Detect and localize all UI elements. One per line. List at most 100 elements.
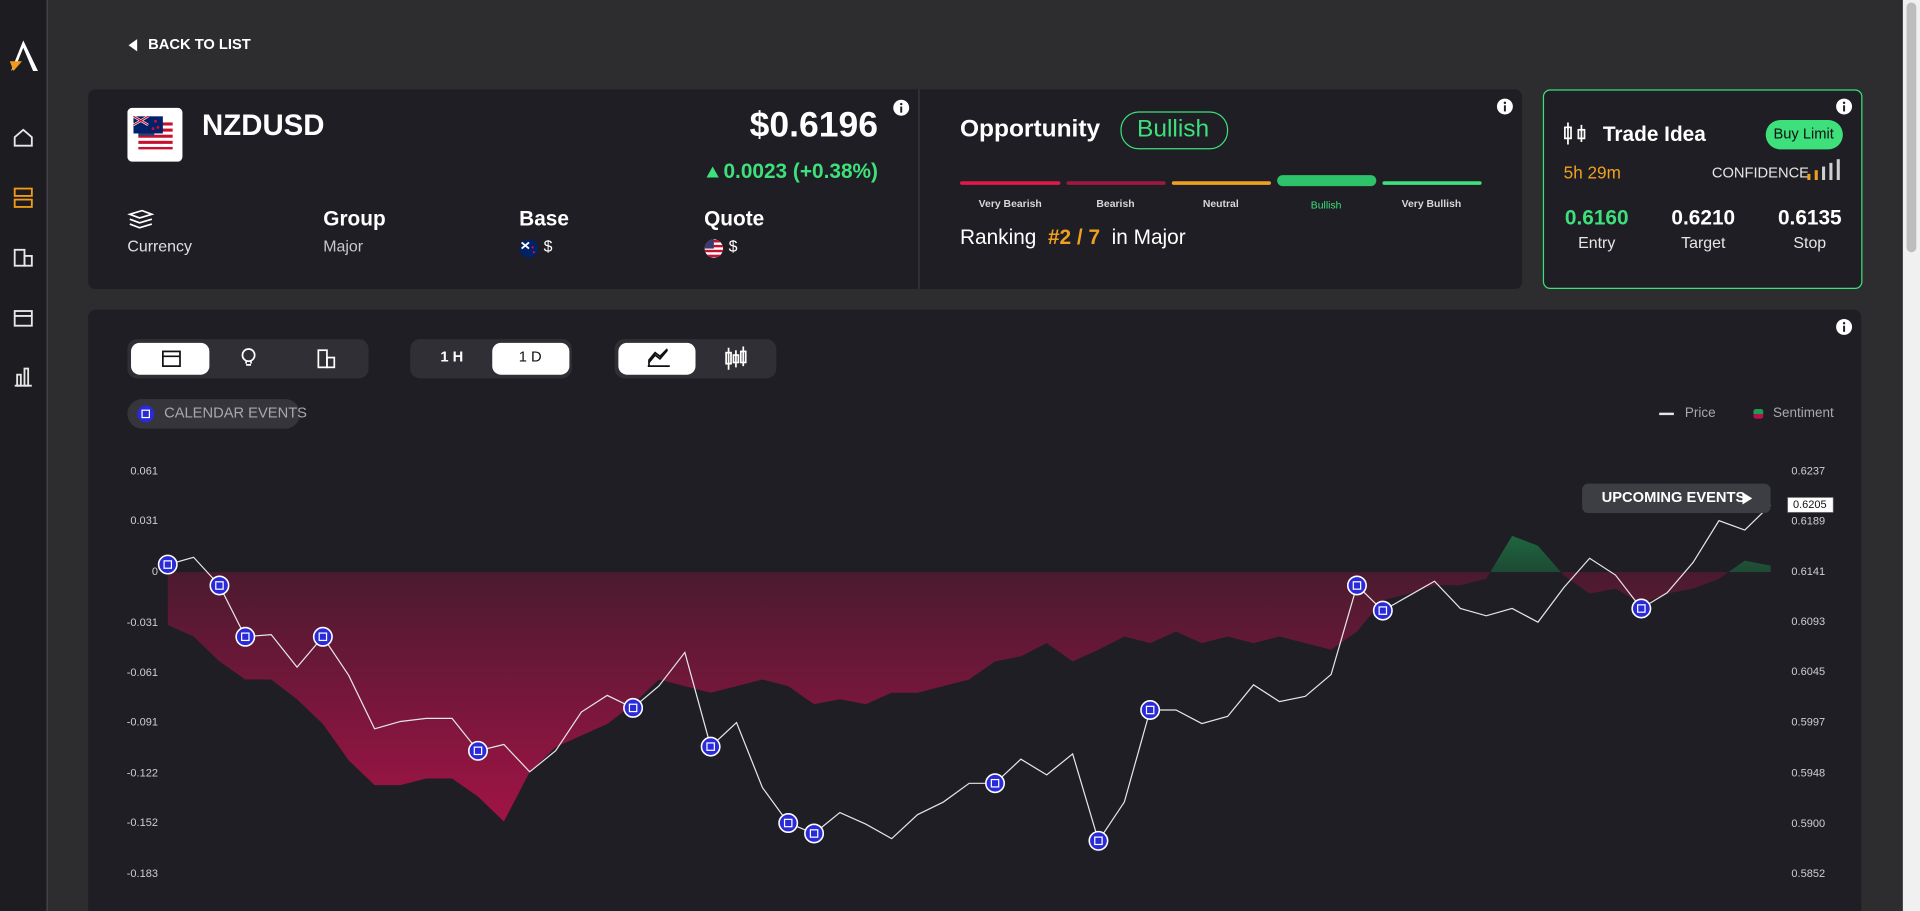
base: $: [543, 236, 553, 256]
calendar-icon[interactable]: [13, 310, 33, 327]
confidence-label: CONFIDENCE: [1711, 164, 1809, 182]
event-icon: [215, 581, 224, 590]
active-view[interactable]: [131, 342, 210, 375]
legend-label[interactable]: Price: [1684, 406, 1716, 421]
back-link[interactable]: BACK TO LIST: [148, 35, 251, 53]
info-icon[interactable]: [1834, 97, 1854, 117]
upcoming-label[interactable]: UPCOMING EVENTS: [1601, 488, 1746, 506]
candle-chart-type[interactable]: [725, 346, 747, 370]
event-marker: [1088, 830, 1109, 851]
timeframe[interactable]: 1 D: [518, 347, 542, 366]
y2-tick-label: 0.6093: [1791, 616, 1825, 628]
filter-label[interactable]: CALENDAR EVENTS: [164, 404, 307, 422]
event-icon: [783, 818, 793, 828]
currency-icon: [127, 209, 155, 229]
timeframe[interactable]: 1 H: [440, 347, 464, 366]
active-timeframe[interactable]: [492, 342, 570, 375]
base-label: Base: [519, 207, 569, 231]
y-tick-label: -0.061: [127, 667, 158, 679]
last-price-box: [1787, 497, 1834, 513]
scale-segment: [1171, 181, 1272, 185]
event-icon: [1352, 581, 1362, 590]
rank: #2 / 7: [1047, 225, 1101, 249]
event-icon: [163, 560, 173, 569]
y2-tick-label: 0.5997: [1791, 716, 1825, 728]
calendar-view[interactable]: [162, 350, 181, 367]
line-chart-type[interactable]: [647, 348, 670, 367]
event-icon: [137, 405, 155, 423]
quote-label: Quote: [704, 207, 765, 231]
nz-flag: [519, 239, 539, 258]
y-tick-label: -0.183: [127, 868, 158, 880]
event-marker: [804, 823, 825, 844]
entry-label: Entry: [1578, 233, 1616, 252]
filter-chip[interactable]: [127, 399, 301, 429]
y-tick-label: -0.152: [127, 817, 158, 829]
timeframe-toggle: [410, 339, 572, 379]
group: Major: [323, 236, 364, 256]
stop-label: Stop: [1793, 233, 1827, 252]
home-icon[interactable]: [13, 128, 33, 147]
last-price-label: 0.6205: [1793, 499, 1827, 511]
play-icon: [1742, 492, 1753, 505]
event-icon: [1637, 604, 1646, 613]
instrument-type: Currency: [127, 236, 192, 256]
scrollbar[interactable]: [1902, 0, 1920, 911]
y-tick-label: -0.031: [127, 617, 158, 629]
chart-type-toggle: [614, 339, 777, 379]
up-arrow: [706, 166, 719, 178]
event-icon: [809, 829, 819, 838]
quote: $: [728, 236, 738, 256]
event-icon: [628, 703, 638, 713]
divider: [918, 89, 920, 289]
order-type[interactable]: Buy Limit: [1773, 125, 1834, 143]
event-icon: [318, 632, 328, 642]
y2-tick-label: 0.5900: [1791, 818, 1825, 830]
event-marker: [700, 736, 721, 757]
ranking-label: Ranking: [960, 225, 1037, 249]
ideas-view[interactable]: [241, 348, 256, 366]
event-icon: [1094, 836, 1103, 846]
event-marker: [209, 575, 230, 596]
instrument-card: [88, 89, 1523, 289]
upcoming-button[interactable]: [1582, 483, 1771, 514]
confidence-bars: [1807, 159, 1840, 181]
info-icon[interactable]: [1834, 317, 1854, 337]
y2-tick-label: 0.6045: [1791, 666, 1825, 678]
stop-value: 0.6135: [1777, 205, 1842, 230]
order-button[interactable]: [1765, 120, 1843, 150]
event-marker: [1631, 598, 1652, 619]
active-chart-type[interactable]: [618, 342, 696, 375]
candles-icon: [1564, 122, 1586, 145]
list-icon[interactable]: [13, 187, 33, 208]
group-label: Group: [323, 207, 386, 231]
scale-label: Bearish: [1096, 197, 1135, 210]
info-icon[interactable]: [891, 98, 911, 118]
event-marker: [623, 697, 644, 718]
event-marker: [1372, 600, 1393, 621]
legend-swatch: [1753, 408, 1764, 419]
y2-tick-label: 0.5852: [1791, 868, 1825, 880]
scale-label: Very Bullish: [1401, 197, 1462, 210]
time-left: 5h 29m: [1563, 162, 1621, 183]
event-icon: [1145, 705, 1155, 715]
entry-value: 0.6160: [1564, 205, 1629, 230]
event-marker: [985, 773, 1006, 794]
view-icons: [162, 348, 336, 369]
scale-label: Bullish: [1310, 198, 1342, 211]
legend-label[interactable]: Sentiment: [1773, 406, 1834, 421]
trade-idea-title: Trade Idea: [1602, 122, 1706, 146]
y-tick-label: 0.061: [130, 465, 158, 477]
reports-view[interactable]: [317, 349, 336, 369]
event-marker: [1346, 575, 1367, 596]
scale-segment: [1066, 181, 1166, 185]
flag: [127, 107, 183, 162]
event-icon: [706, 742, 715, 751]
logo[interactable]: [9, 40, 38, 72]
legend-swatch: [1659, 412, 1674, 416]
scale-segment-active: [1277, 175, 1377, 187]
reports-icon[interactable]: [13, 248, 33, 267]
info-icon[interactable]: [1495, 97, 1515, 117]
scroll-thumb[interactable]: [1906, 2, 1917, 253]
stats-icon[interactable]: [14, 367, 32, 387]
